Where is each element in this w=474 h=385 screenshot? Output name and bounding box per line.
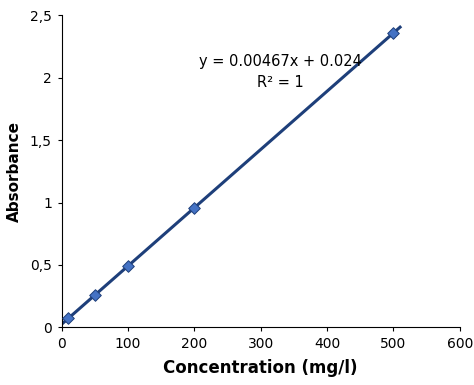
Point [390,30,397,36]
X-axis label: Concentration (mg/l): Concentration (mg/l) [164,359,358,377]
Point [91,292,99,298]
Y-axis label: Absorbance: Absorbance [7,121,21,222]
Point [191,205,198,211]
Text: y = 0.00467x + 0.024
R² = 1: y = 0.00467x + 0.024 R² = 1 [199,54,362,90]
Point [64,315,72,321]
Point [124,263,132,269]
